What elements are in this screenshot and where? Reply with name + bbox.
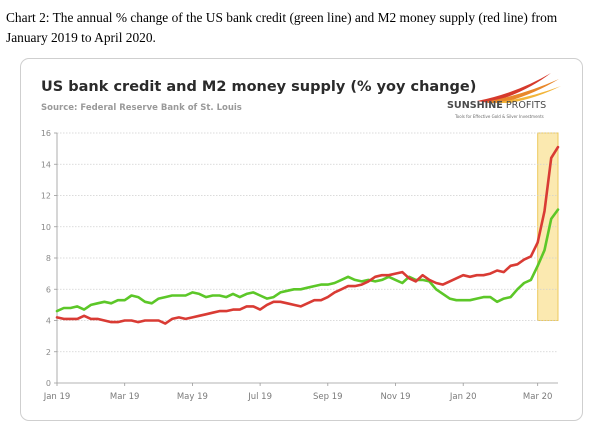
logo-name-light: PROFITS (502, 100, 547, 111)
y-tick-label: 10 (41, 223, 51, 232)
y-tick-label: 8 (46, 254, 51, 263)
y-tick-label: 4 (46, 317, 51, 326)
y-tick-label: 12 (41, 192, 51, 201)
series-line-bank-credit (55, 208, 560, 313)
logo-wordmark: SUNSHINE PROFITS (447, 100, 546, 111)
y-tick-label: 0 (46, 379, 51, 388)
x-tick-label: Mar 20 (523, 392, 553, 402)
x-tick-label: Jul 19 (247, 392, 272, 402)
chart-title: US bank credit and M2 money supply (% yo… (41, 79, 477, 95)
y-tick-label: 14 (41, 160, 51, 169)
x-tick-label: Jan 19 (43, 392, 71, 402)
chart-caption: Chart 2: The annual % change of the US b… (6, 10, 558, 45)
x-tick-label: Mar 19 (110, 392, 140, 402)
chart-panel: US bank credit and M2 money supply (% yo… (20, 58, 583, 421)
y-tick-label: 6 (46, 285, 51, 294)
logo-tagline: Tools for Effective Gold & Silver Invest… (455, 114, 544, 119)
x-tick-label: Jan 20 (449, 392, 477, 402)
logo-name-bold: SUNSHINE (447, 100, 503, 111)
sunshine-profits-logo: SUNSHINE PROFITS Tools for Effective Gol… (447, 69, 577, 125)
logo-swoosh-icon (477, 73, 561, 104)
y-tick-label: 16 (41, 129, 51, 138)
x-tick-label: Nov 19 (380, 392, 410, 402)
chart-source: Source: Federal Reserve Bank of St. Loui… (41, 103, 242, 113)
series-line-m2 (55, 145, 560, 325)
chart-plot-area: 0 2 4 6 8 10 12 14 16 Jan 19 Mar 19 May 19 Jul 19 Se… (41, 129, 560, 402)
x-tick-label: May 19 (177, 392, 208, 402)
x-tick-label: Sep 19 (313, 392, 343, 402)
y-tick-label: 2 (46, 348, 51, 357)
